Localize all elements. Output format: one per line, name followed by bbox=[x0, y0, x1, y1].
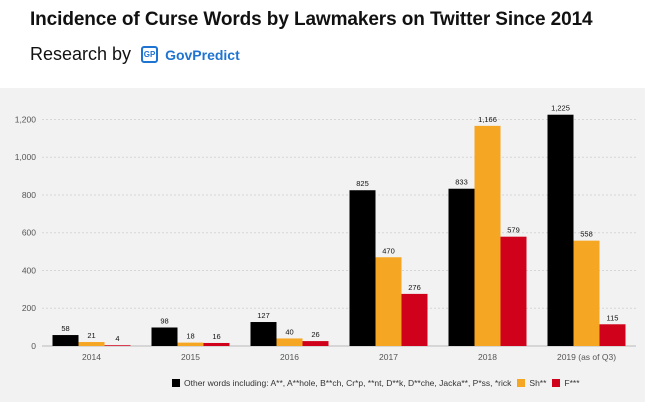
x-tick-label: 2019 (as of Q3) bbox=[557, 352, 616, 362]
bar bbox=[250, 322, 277, 346]
bar bbox=[104, 345, 131, 346]
bar bbox=[78, 342, 105, 346]
byline: Research by GP GovPredict bbox=[30, 44, 240, 65]
data-label: 470 bbox=[382, 246, 395, 255]
y-tick-label: 800 bbox=[22, 190, 36, 200]
data-label: 1,225 bbox=[551, 104, 570, 113]
y-tick-label: 600 bbox=[22, 228, 36, 238]
data-label: 18 bbox=[186, 332, 194, 341]
data-label: 833 bbox=[455, 178, 468, 187]
bar bbox=[448, 188, 475, 346]
bar bbox=[401, 293, 428, 346]
legend: Other words including: A**, A**hole, B**… bbox=[172, 378, 586, 388]
legend-item-other: Other words including: A**, A**hole, B**… bbox=[172, 378, 511, 388]
legend-label-other: Other words including: A**, A**hole, B**… bbox=[184, 378, 512, 388]
bar bbox=[302, 341, 329, 346]
y-tick-label: 1,200 bbox=[15, 114, 37, 124]
legend-item-f: F*** bbox=[552, 378, 580, 388]
data-label: 98 bbox=[160, 316, 168, 325]
data-label: 1,166 bbox=[478, 115, 497, 124]
bar bbox=[573, 240, 600, 346]
data-label: 579 bbox=[507, 226, 520, 235]
bar bbox=[177, 342, 204, 346]
x-tick-label: 2018 bbox=[478, 352, 497, 362]
legend-swatch-sh bbox=[517, 379, 526, 387]
bar bbox=[375, 257, 402, 346]
bar-chart: 0 200 400 600 800 1,000 1,200 2014 58 21 4 2015 98 18… bbox=[15, 104, 636, 362]
bar bbox=[500, 236, 527, 346]
bar bbox=[349, 190, 376, 346]
bar bbox=[599, 324, 626, 346]
data-label: 276 bbox=[408, 283, 421, 292]
bar bbox=[474, 125, 501, 347]
y-tick-label: 1,000 bbox=[15, 152, 37, 162]
x-tick-label: 2014 bbox=[82, 352, 101, 362]
bar bbox=[52, 335, 79, 346]
data-label: 115 bbox=[607, 313, 619, 322]
data-label: 26 bbox=[311, 330, 319, 339]
byline-text: Research by bbox=[30, 44, 132, 64]
legend-label-sh: Sh** bbox=[529, 378, 547, 388]
data-label: 21 bbox=[87, 331, 95, 340]
govpredict-logo-icon: GP bbox=[141, 46, 159, 63]
legend-swatch-other bbox=[172, 379, 180, 387]
x-tick-label: 2015 bbox=[181, 352, 200, 362]
brand-name[interactable]: GovPredict bbox=[165, 46, 240, 63]
data-label: 558 bbox=[580, 230, 593, 239]
data-label: 127 bbox=[257, 311, 270, 320]
y-tick-label: 400 bbox=[22, 265, 36, 275]
legend-label-f: F*** bbox=[564, 378, 580, 388]
legend-item-sh: Sh** bbox=[517, 378, 546, 388]
y-tick-label: 200 bbox=[22, 303, 36, 313]
bar bbox=[203, 342, 230, 346]
data-label: 40 bbox=[285, 327, 293, 336]
chart-panel: 0 200 400 600 800 1,000 1,200 2014 58 21 4 2015 98 18… bbox=[0, 88, 645, 402]
bar bbox=[151, 327, 178, 346]
data-label: 58 bbox=[61, 324, 69, 333]
bar bbox=[547, 114, 574, 346]
data-label: 825 bbox=[356, 179, 369, 188]
data-label: 4 bbox=[115, 334, 119, 343]
chart-title: Incidence of Curse Words by Lawmakers on… bbox=[30, 9, 593, 30]
legend-swatch-f bbox=[552, 379, 561, 387]
data-label: 16 bbox=[212, 332, 220, 341]
x-tick-label: 2016 bbox=[280, 352, 299, 362]
y-tick-label: 0 bbox=[31, 341, 36, 351]
x-tick-label: 2017 bbox=[379, 352, 398, 362]
bar bbox=[276, 338, 303, 346]
